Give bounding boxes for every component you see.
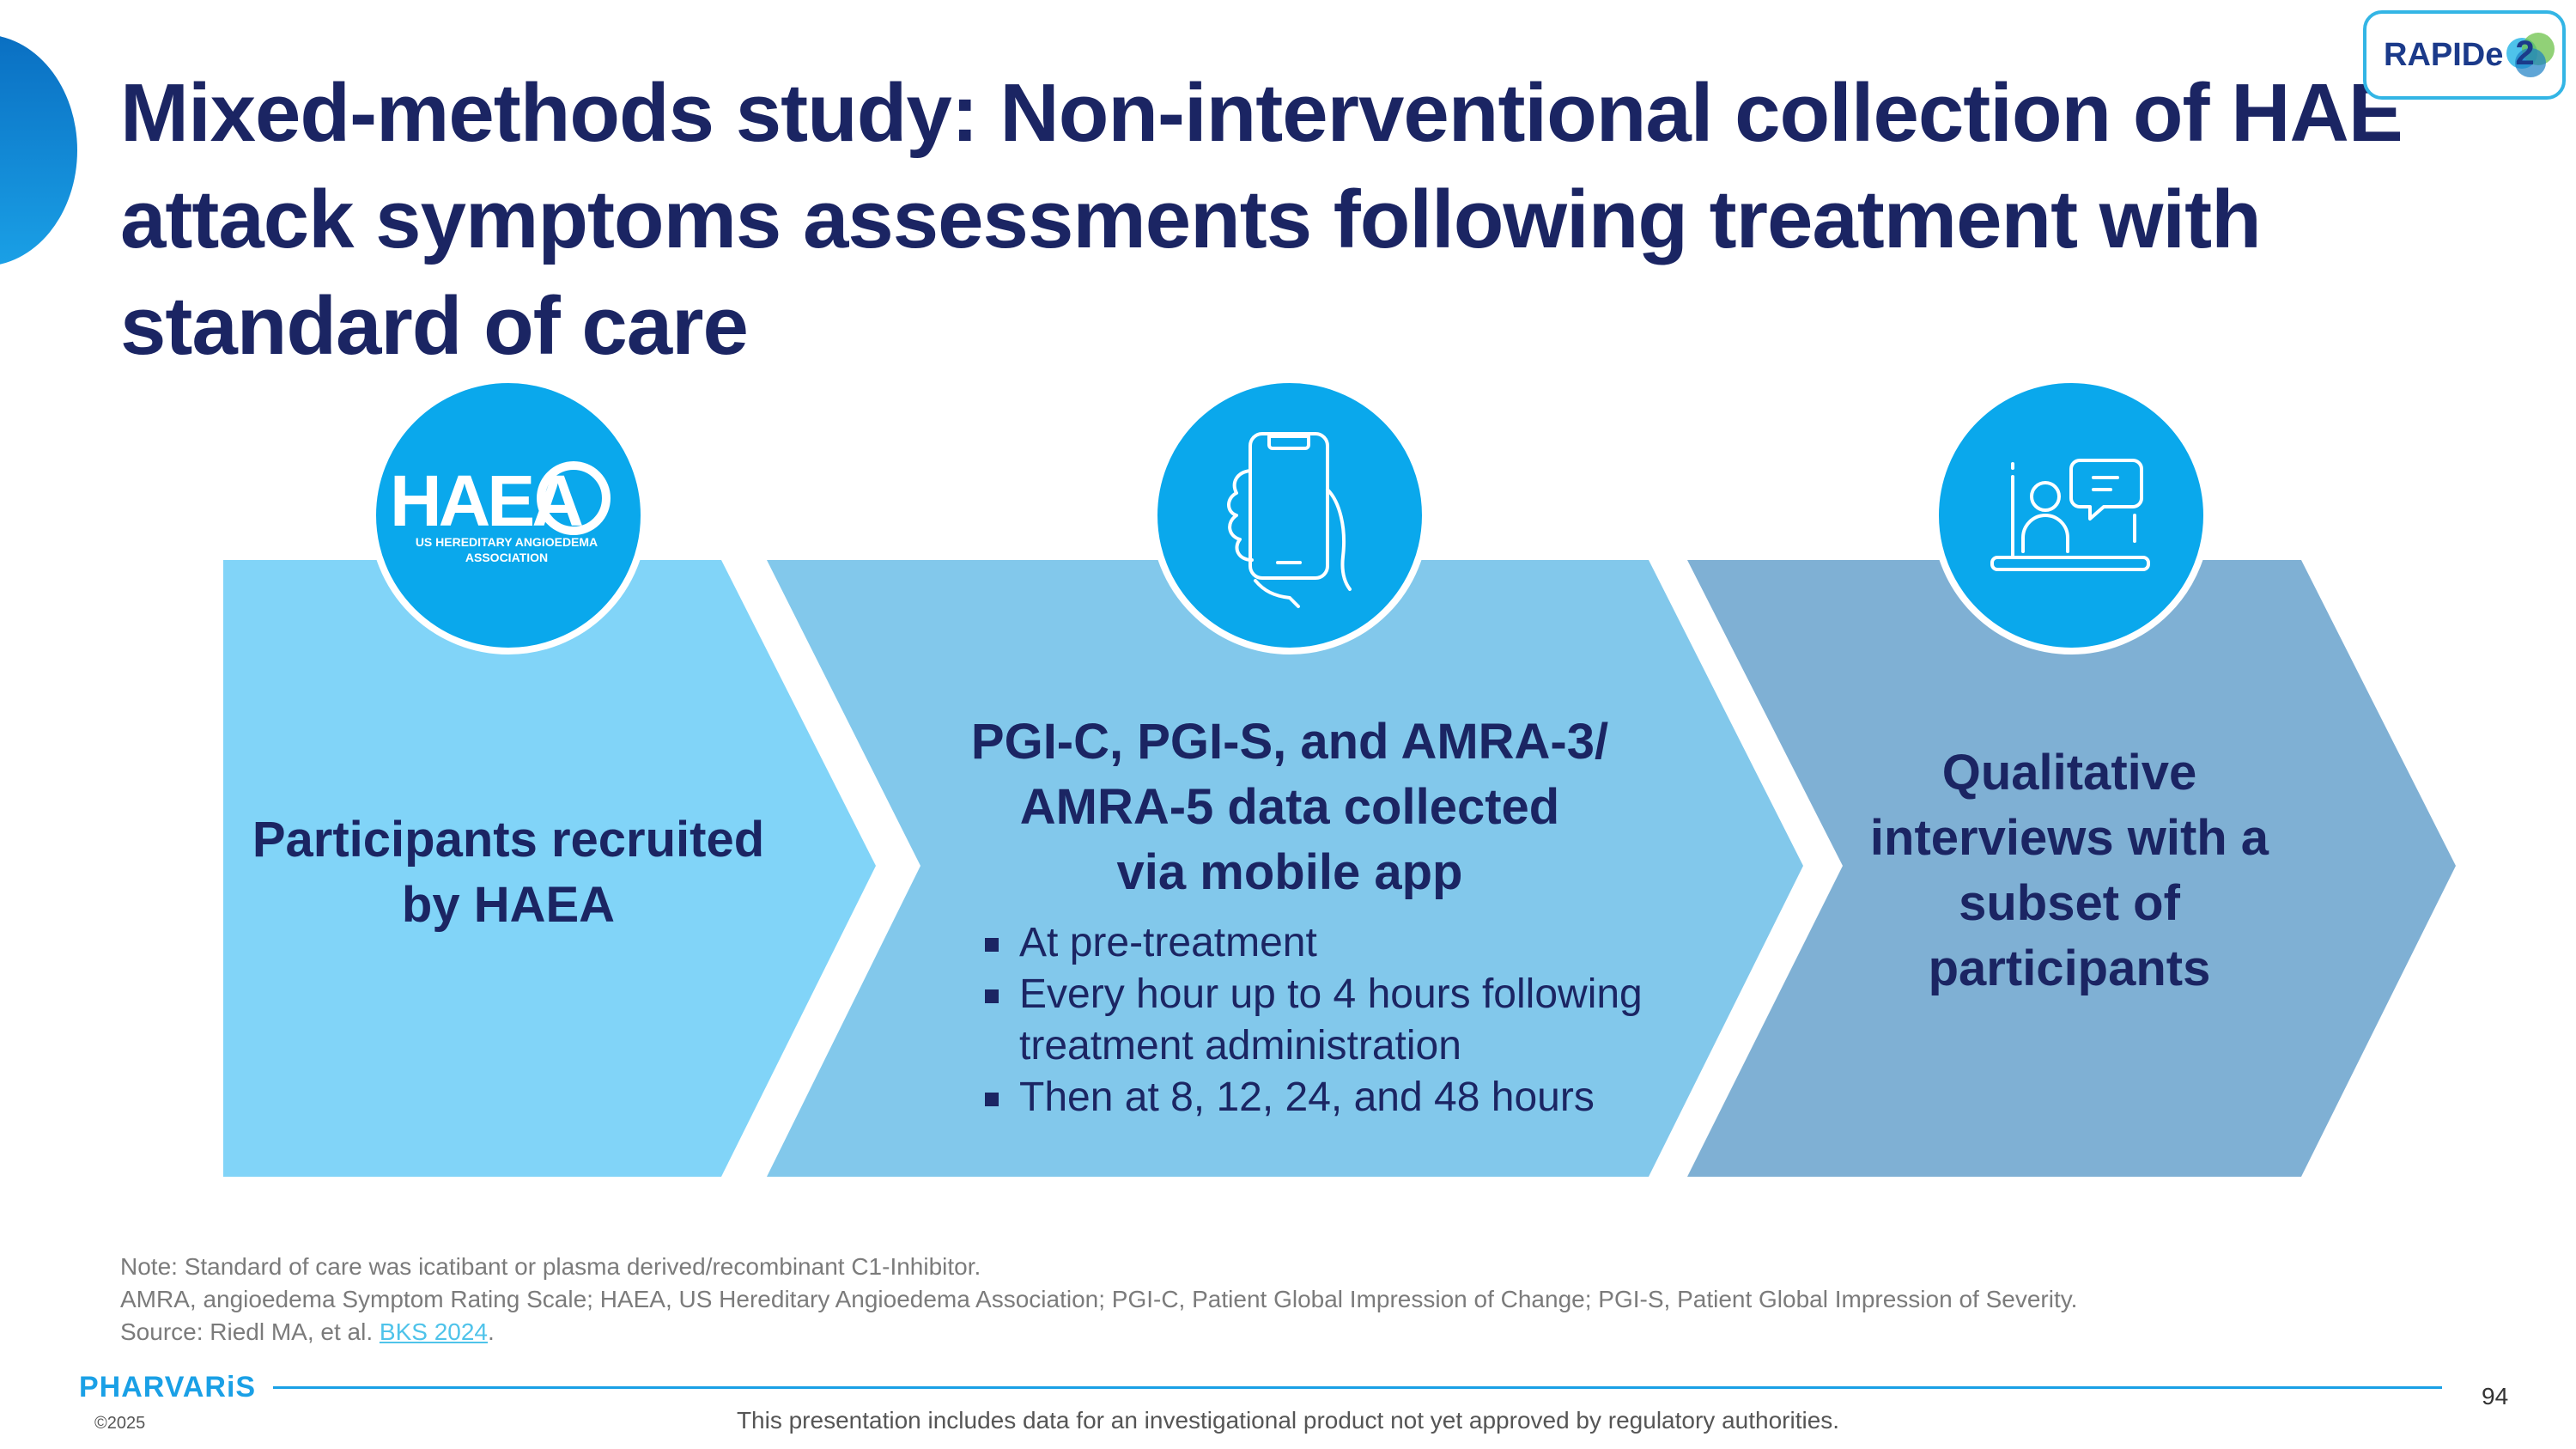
step-3-heading-line: subset of	[1959, 875, 2180, 931]
step-1-circle	[369, 376, 647, 654]
step-3-text: Qualitative interviews with a subset of …	[1838, 740, 2301, 1002]
step-3-heading-line: Qualitative	[1941, 745, 2197, 801]
step-1-text: Participants recruited by HAEA	[225, 807, 792, 938]
step-3-heading-line: interviews with a	[1869, 810, 2269, 866]
bullet-item: Then at 8, 12, 24, and 48 hours	[983, 1072, 1670, 1123]
step-2-circle	[1151, 376, 1429, 654]
pharvaris-logo: PHARVARiS	[79, 1371, 257, 1403]
bullet-item: Every hour up to 4 hours following treat…	[983, 969, 1670, 1072]
copyright: ©2025	[94, 1414, 146, 1433]
footnote-line: AMRA, angioedema Symptom Rating Scale; H…	[120, 1286, 2078, 1312]
step-2-chevron	[767, 560, 1803, 1177]
step-1-heading-line: Participants recruited	[252, 812, 765, 868]
footnotes: Note: Standard of care was icatibant or …	[120, 1251, 2353, 1349]
footer-divider	[273, 1386, 2442, 1389]
bullet-item: At pre-treatment	[983, 917, 1670, 969]
step-2-heading-line: AMRA-5 data collected	[1019, 779, 1560, 835]
step-2-heading-line: via mobile app	[1116, 844, 1463, 900]
haea-logo-caption-1: US HEREDITARY ANGIOEDEMA	[416, 535, 598, 549]
source-suffix: .	[488, 1318, 495, 1345]
step-3-chevron	[1687, 560, 2456, 1177]
step-3-circle	[1932, 376, 2210, 654]
page-title: Mixed-methods study: Non-interventional …	[120, 67, 2403, 372]
footnote-source: Source: Riedl MA, et al. BKS 2024.	[120, 1316, 2353, 1349]
badge-text: RAPIDe	[2384, 36, 2504, 73]
step-3-heading-line: participants	[1928, 941, 2211, 996]
smartphone-icon	[1227, 432, 1352, 608]
footnote-line: Note: Standard of care was icatibant or …	[120, 1253, 981, 1280]
source-link[interactable]: BKS 2024	[379, 1318, 489, 1345]
step-2-bullet-list: At pre-treatment Every hour up to 4 hour…	[983, 917, 1670, 1123]
step-1-heading-line: by HAEA	[401, 877, 616, 933]
video-interview-icon	[1990, 459, 2150, 571]
rapide2-badge: RAPIDe 2	[2363, 10, 2566, 100]
disclaimer: This presentation includes data for an i…	[736, 1407, 1840, 1434]
haea-logo-caption-2: ASSOCIATION	[465, 551, 548, 564]
step-2-text: PGI-C, PGI-S, and AMRA-3/ AMRA-5 data co…	[912, 709, 1668, 905]
step-1-chevron	[223, 560, 876, 1177]
badge-number: 2	[2515, 34, 2535, 72]
source-prefix: Source: Riedl MA, et al.	[120, 1318, 380, 1345]
haea-logo: HAEA US HEREDITARY ANGIOEDEMA ASSOCIATIO…	[390, 460, 611, 564]
page-number: 94	[2482, 1383, 2509, 1409]
step-2-heading-line: PGI-C, PGI-S, and AMRA-3/	[970, 714, 1609, 770]
badge-mark-icon: 2	[2506, 29, 2558, 81]
